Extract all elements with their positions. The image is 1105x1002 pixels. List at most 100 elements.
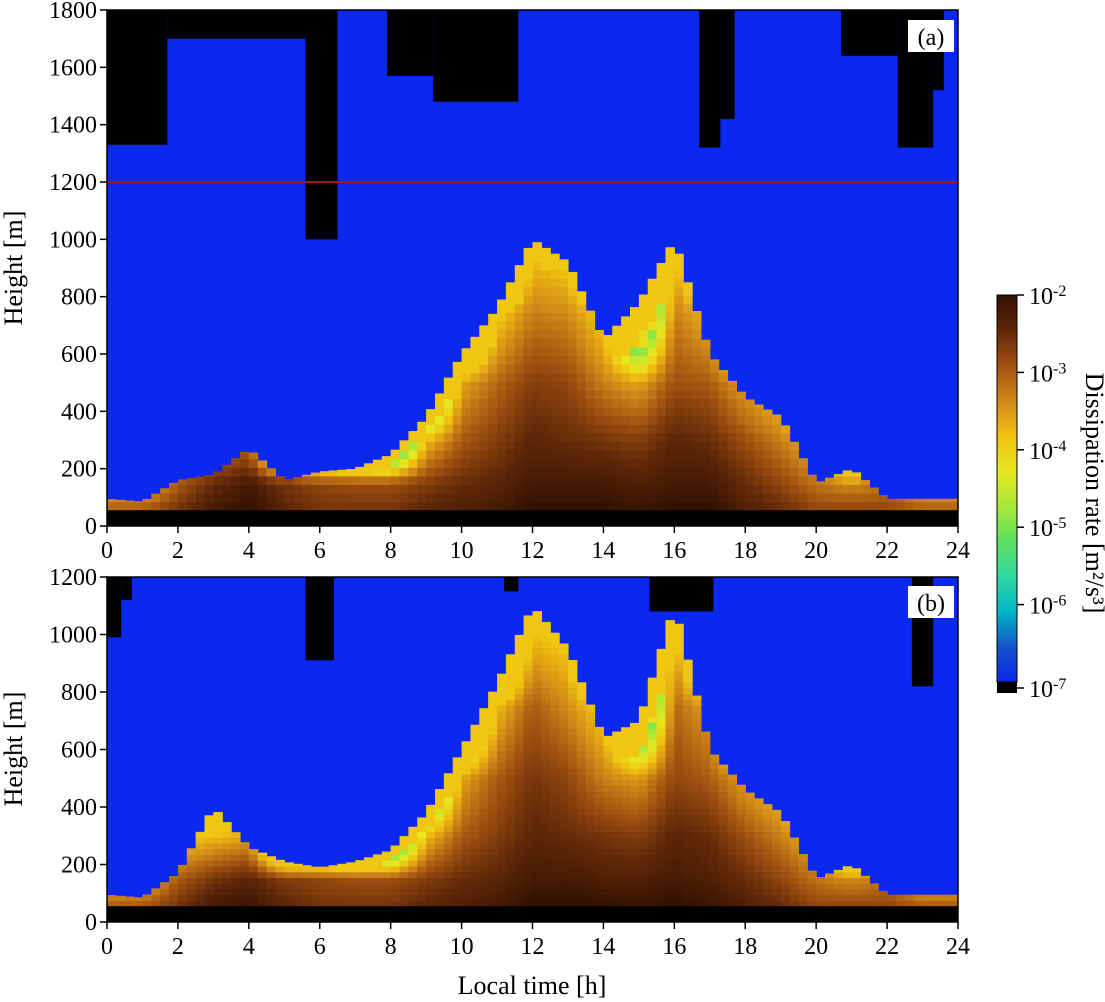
field-cell: [789, 900, 800, 907]
field-cell: [665, 716, 675, 723]
field-cell: [257, 854, 268, 861]
field-cell: [195, 883, 206, 890]
field-cell: [692, 398, 702, 408]
field-cell: [497, 888, 507, 896]
field-cell: [913, 501, 924, 511]
field-cell: [692, 475, 702, 486]
field-cell: [532, 848, 542, 856]
field-cell: [638, 848, 649, 856]
field-cell: [532, 687, 542, 695]
field-cell: [142, 498, 152, 503]
field-cell: [479, 848, 489, 856]
field-cell: [497, 842, 507, 850]
field-column: [470, 336, 480, 511]
field-cell: [576, 441, 587, 451]
field-cell: [630, 762, 640, 769]
field-cell: [213, 493, 223, 503]
field-cell: [461, 398, 472, 408]
field-cell: [665, 321, 675, 331]
field-cell: [647, 825, 658, 833]
field-cell: [523, 848, 534, 856]
field-cell: [665, 372, 675, 382]
field-cell: [842, 470, 853, 477]
field-cell: [505, 681, 516, 689]
field-cell: [754, 825, 764, 833]
field-cell: [302, 871, 312, 879]
field-cell: [603, 501, 613, 511]
field-cell: [550, 338, 560, 348]
field-cell: [461, 750, 472, 758]
field-cell: [461, 501, 472, 511]
field-cell: [709, 825, 720, 833]
field-cell: [523, 819, 534, 827]
field-cell: [567, 727, 578, 735]
field-column: [497, 299, 507, 511]
field-cell: [762, 804, 773, 810]
field-cell: [523, 467, 534, 477]
field-cell: [771, 467, 782, 477]
field-cell: [124, 500, 135, 503]
field-cell: [532, 484, 542, 494]
field-cell: [523, 441, 534, 451]
field-cell: [497, 681, 507, 689]
field-cell: [612, 484, 622, 494]
field-cell: [736, 814, 746, 821]
field-cell: [789, 837, 800, 844]
field-cell: [488, 699, 498, 706]
field-column: [523, 247, 534, 511]
field-cell: [532, 710, 542, 718]
field-cell: [523, 900, 534, 907]
field-cell: [302, 501, 312, 511]
field-cell: [523, 630, 534, 637]
field-cell: [656, 894, 667, 902]
field-cell: [567, 355, 578, 365]
field-cell: [523, 269, 534, 279]
field-cell: [736, 484, 746, 494]
field-cell: [488, 785, 498, 792]
field-cell: [293, 501, 303, 511]
field-cell: [656, 883, 667, 890]
field-cell: [328, 888, 339, 896]
field-cell: [594, 432, 605, 443]
field-cell: [594, 854, 605, 861]
field-cell: [709, 407, 720, 417]
field-cell: [532, 389, 542, 400]
field-cell: [559, 687, 569, 695]
field-cell: [771, 493, 782, 503]
field-cell: [833, 474, 844, 477]
field-cell: [692, 716, 702, 723]
field-column: [709, 359, 720, 511]
field-cell: [541, 338, 551, 348]
field-cell: [762, 888, 773, 896]
field-cell: [302, 888, 312, 896]
field-cell: [550, 329, 560, 339]
field-cell: [195, 493, 206, 503]
field-cell: [541, 894, 551, 902]
field-cell: [700, 458, 711, 468]
field-cell: [541, 355, 551, 365]
field-cell: [683, 825, 693, 833]
field-cell: [612, 888, 622, 896]
field-cell: [213, 871, 223, 879]
field-cell: [665, 398, 675, 408]
field-cell: [736, 493, 746, 503]
field-cell: [665, 424, 675, 434]
field-cell: [505, 329, 516, 339]
field-cell: [426, 501, 436, 511]
field-cell: [683, 727, 693, 735]
field-cell: [940, 501, 950, 511]
field-cell: [656, 355, 667, 365]
field-cell: [771, 888, 782, 896]
field-cell: [576, 871, 587, 879]
field-cell: [470, 894, 480, 902]
field-cell: [683, 745, 693, 752]
field-cell: [204, 501, 214, 511]
field-cell: [248, 900, 259, 907]
field-cell: [816, 481, 826, 486]
field-cell: [461, 883, 472, 890]
colorbar-missing-swatch: [997, 682, 1017, 693]
x-tick-label: 2: [172, 538, 184, 564]
field-cell: [692, 791, 702, 798]
panel-a-label-box: [908, 20, 954, 52]
